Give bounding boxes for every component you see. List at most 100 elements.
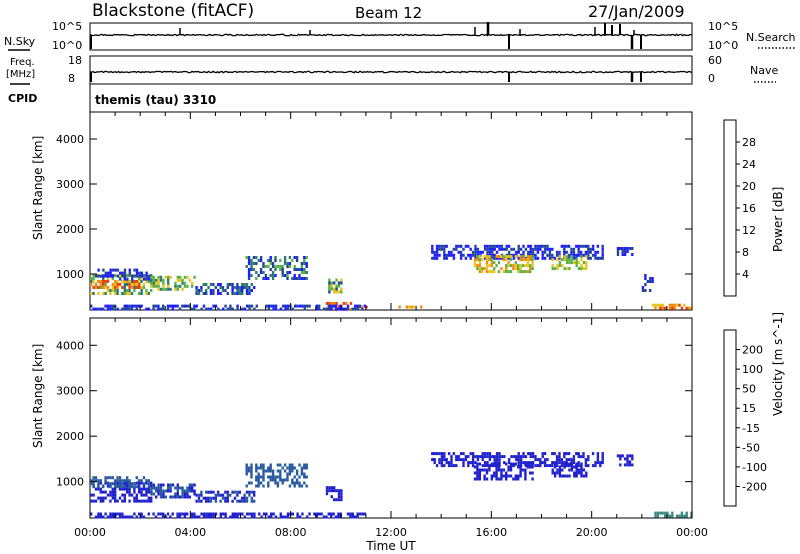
scatter-cell: [174, 287, 177, 291]
scatter-cell: [279, 307, 282, 311]
scatter-cell: [507, 270, 510, 274]
scatter-cell: [330, 287, 333, 291]
scatter-cell: [250, 262, 253, 265]
scatter-cell: [531, 247, 535, 251]
scatter-cell: [118, 515, 122, 519]
scatter-cell: [497, 261, 501, 265]
scatter-cell: [500, 256, 504, 260]
scatter-cell: [128, 490, 131, 494]
scatter-cell: [486, 250, 489, 254]
scatter-cell: [328, 278, 331, 282]
scatter-cell: [435, 250, 439, 254]
scatter-cell: [219, 283, 222, 286]
scatter-cell: [298, 277, 301, 280]
scatter-cell: [288, 262, 292, 265]
scatter-cell: [248, 292, 251, 295]
scatter-cell: [661, 511, 664, 515]
scatter-cell: [349, 301, 353, 305]
scatter-cell: [126, 476, 129, 480]
scatter-cell: [212, 515, 215, 519]
scatter-cell: [536, 256, 540, 260]
scatter-cell: [619, 247, 622, 250]
scatter-cell: [286, 478, 289, 482]
scatter-cell: [288, 463, 292, 467]
scatter-cell: [500, 244, 504, 248]
scatter-cell: [346, 512, 350, 516]
scatter-cell: [126, 490, 129, 494]
scatter-cell: [349, 515, 352, 519]
scatter-cell: [152, 483, 155, 487]
scatter-cell: [474, 250, 477, 254]
scatter-cell: [205, 289, 208, 292]
scatter-cell: [303, 271, 306, 274]
scatter-cell: [534, 253, 537, 257]
scatter-cell: [668, 303, 672, 307]
scatter-cell: [631, 463, 634, 467]
scatter-cell: [493, 464, 496, 468]
scatter-cell: [133, 304, 136, 308]
scatter-cell: [130, 515, 134, 519]
scatter-cell: [271, 478, 275, 482]
scatter-cell: [298, 268, 301, 271]
scatter-cell: [483, 461, 487, 465]
scatter-cell: [476, 462, 479, 466]
scatter-cell: [114, 493, 117, 497]
scatter-cell: [548, 256, 552, 260]
scatter-cell: [483, 452, 487, 456]
scatter-cell: [162, 483, 165, 487]
scatter-cell: [126, 283, 129, 286]
scatter-cell: [318, 512, 321, 516]
scatter-cell: [150, 481, 153, 485]
scatter-cell: [572, 461, 576, 465]
scatter-cell: [259, 481, 263, 485]
scatter-cell: [104, 476, 107, 480]
scatter-cell: [243, 496, 246, 500]
scatter-cell: [447, 452, 451, 456]
scatter-cell: [157, 489, 160, 493]
scatter-cell: [452, 256, 456, 260]
scatter-cell: [279, 512, 282, 516]
scatter-cell: [209, 289, 213, 292]
scatter-cell: [536, 458, 540, 462]
scatter-cell: [162, 287, 165, 291]
scatter-cell: [200, 307, 203, 311]
scatter-cell: [495, 465, 498, 469]
scatter-cell: [539, 461, 542, 465]
scatter-cell: [253, 499, 256, 503]
scatter-cell: [570, 462, 574, 466]
scatter-cell: [99, 487, 102, 491]
scatter-cell: [253, 512, 256, 516]
scatter-cell: [471, 464, 475, 468]
scatter-cell: [478, 474, 481, 478]
scatter-cell: [188, 489, 191, 493]
scatter-cell: [623, 247, 627, 250]
scatter-cell: [157, 281, 160, 285]
scatter-cell: [104, 271, 107, 275]
scatter-cell: [491, 464, 494, 468]
scatter-cell: [455, 244, 458, 248]
scatter-cell: [585, 261, 588, 265]
scatter-cell: [631, 253, 634, 256]
scatter-cell: [507, 458, 511, 462]
scatter-cell: [498, 244, 501, 248]
scatter-cell: [116, 268, 119, 272]
scatter-cell: [162, 278, 165, 282]
nave-tick-bottom: 0: [708, 72, 715, 85]
scatter-cell: [99, 496, 102, 500]
scatter-cell: [142, 482, 146, 486]
scatter-cell: [551, 452, 554, 456]
scatter-cell: [209, 490, 213, 494]
scatter-cell: [575, 471, 578, 475]
scatter-cell: [138, 304, 141, 308]
scatter-cell: [443, 464, 446, 468]
scatter-cell: [291, 478, 294, 482]
scatter-cell: [130, 307, 134, 311]
scatter-cell: [561, 258, 564, 262]
scatter-cell: [556, 267, 559, 271]
scatter-cell: [572, 458, 576, 462]
scatter-cell: [183, 275, 187, 279]
scatter-cell: [334, 515, 338, 519]
scatter-cell: [565, 250, 568, 254]
scatter-cell: [333, 486, 336, 490]
scatter-cell: [541, 455, 544, 459]
